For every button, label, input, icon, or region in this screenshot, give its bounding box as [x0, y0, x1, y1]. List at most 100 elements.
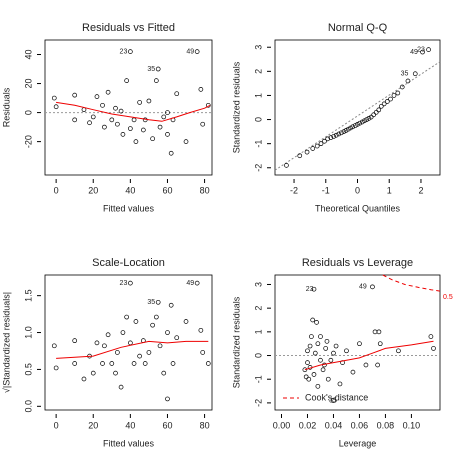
- point: [337, 381, 343, 387]
- x-tick-label: 60: [162, 420, 172, 430]
- point: [325, 136, 331, 142]
- point: [355, 122, 360, 127]
- point-label: 49: [359, 284, 367, 291]
- point: [396, 348, 401, 354]
- point: [303, 374, 309, 380]
- point: [170, 361, 176, 366]
- point: [87, 120, 92, 126]
- point: [305, 348, 310, 354]
- point: [128, 340, 133, 346]
- point: [371, 112, 377, 118]
- point: [325, 376, 331, 382]
- point: [150, 322, 155, 328]
- point: [113, 370, 118, 376]
- point: [366, 115, 372, 121]
- x-tick-label: 20: [88, 420, 98, 430]
- point: [157, 124, 163, 130]
- point-label: 49: [186, 280, 194, 287]
- point: [72, 361, 78, 366]
- x-tick-label: 0.06: [351, 420, 369, 430]
- point: [155, 66, 161, 72]
- point: [100, 102, 105, 108]
- point: [309, 334, 314, 339]
- point: [373, 109, 379, 115]
- x-tick-label: 0: [54, 185, 59, 195]
- point: [395, 90, 401, 96]
- point: [131, 361, 137, 366]
- point: [194, 280, 200, 286]
- point: [320, 367, 326, 373]
- point: [120, 132, 126, 137]
- point: [140, 127, 146, 133]
- y-axis-label: Standardized residuals: [231, 61, 241, 153]
- point: [370, 284, 375, 290]
- point: [205, 102, 211, 108]
- point: [311, 372, 317, 377]
- point: [133, 319, 139, 324]
- y-tick-label: -1: [253, 140, 263, 148]
- point: [94, 340, 100, 346]
- point: [284, 163, 289, 168]
- x-tick-label: 0.02: [299, 420, 317, 430]
- y-tick-label: -1: [253, 375, 263, 383]
- point: [428, 334, 434, 339]
- point: [315, 383, 321, 389]
- point: [198, 87, 204, 92]
- point: [124, 314, 129, 320]
- y-tick-label: -2: [253, 164, 263, 172]
- y-tick-label: 3: [253, 282, 263, 287]
- point-label: 23: [417, 46, 425, 53]
- point: [377, 341, 383, 347]
- x-tick-label: 0.08: [377, 420, 395, 430]
- point-label: 49: [410, 49, 418, 56]
- point: [314, 320, 319, 325]
- plot-frame: [44, 274, 213, 411]
- point: [53, 365, 59, 371]
- point: [100, 361, 105, 366]
- point: [146, 98, 152, 104]
- point: [102, 343, 107, 349]
- point: [109, 361, 115, 366]
- point: [352, 123, 358, 128]
- point: [137, 100, 142, 105]
- point: [118, 108, 124, 114]
- point: [165, 132, 170, 137]
- point: [318, 334, 323, 339]
- point: [165, 110, 170, 115]
- y-axis-label: Residuals: [1, 87, 11, 127]
- point: [362, 118, 367, 124]
- point: [376, 329, 382, 335]
- y-tick-label: 0: [23, 110, 33, 115]
- point: [318, 357, 323, 363]
- point: [420, 49, 425, 55]
- point: [161, 370, 167, 376]
- point: [205, 361, 211, 366]
- point: [324, 338, 330, 344]
- x-tick-label: 80: [200, 420, 210, 430]
- y-tick-label: 3: [253, 45, 263, 50]
- point: [412, 71, 418, 77]
- x-tick-label: 0.04: [325, 420, 343, 430]
- point: [350, 124, 356, 130]
- x-tick-label: 0: [54, 420, 59, 430]
- point: [314, 143, 320, 149]
- point: [200, 350, 206, 355]
- y-tick-label: 1: [253, 329, 263, 334]
- point: [322, 138, 327, 144]
- point: [165, 396, 170, 402]
- y-axis-label: √|Standardized residuals|: [1, 292, 11, 393]
- y-tick-label: 2: [253, 69, 263, 74]
- panel-title: Residuals vs Leverage: [302, 257, 413, 269]
- point: [302, 367, 308, 373]
- x-tick-label: 80: [200, 185, 210, 195]
- point: [426, 47, 431, 52]
- y-tick-label: 1.5: [23, 289, 33, 302]
- point-label: 23: [120, 48, 128, 55]
- point: [378, 103, 384, 109]
- x-tick-label: 0.10: [403, 420, 421, 430]
- y-tick-label: 40: [23, 50, 33, 60]
- point: [318, 141, 324, 147]
- point: [153, 314, 159, 320]
- point: [72, 92, 78, 98]
- point-label: 23: [306, 286, 314, 293]
